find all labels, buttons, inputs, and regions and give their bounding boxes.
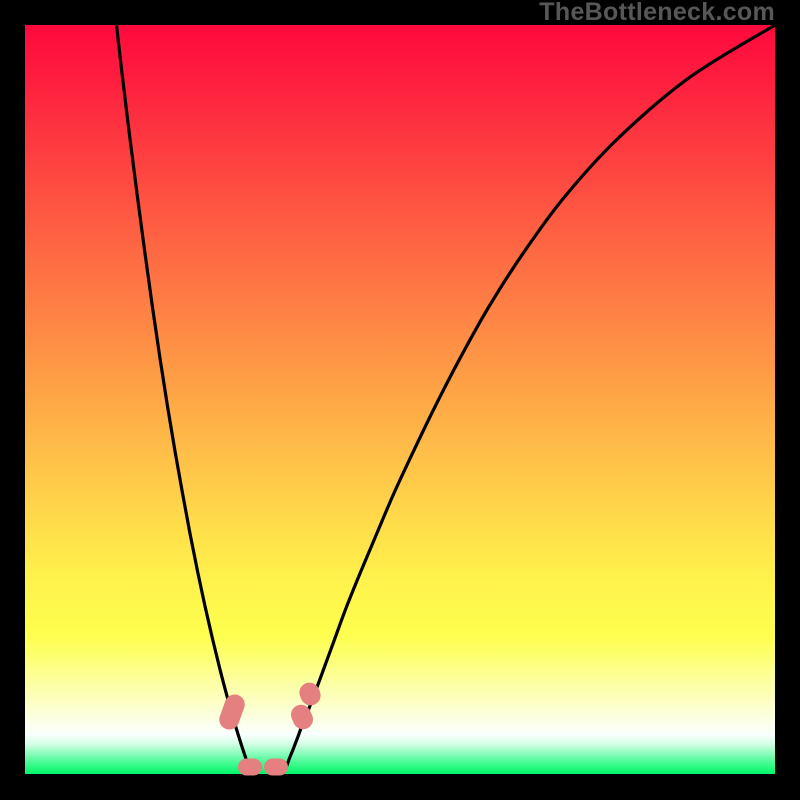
plot-area: [25, 25, 775, 774]
marker-m4: [288, 702, 316, 733]
watermark: TheBottleneck.com: [539, 0, 775, 27]
marker-m1: [217, 691, 248, 732]
marker-m3: [264, 758, 288, 775]
marker-m2: [238, 758, 262, 775]
markers-group: [25, 25, 775, 774]
frame: TheBottleneck.com: [0, 0, 800, 800]
